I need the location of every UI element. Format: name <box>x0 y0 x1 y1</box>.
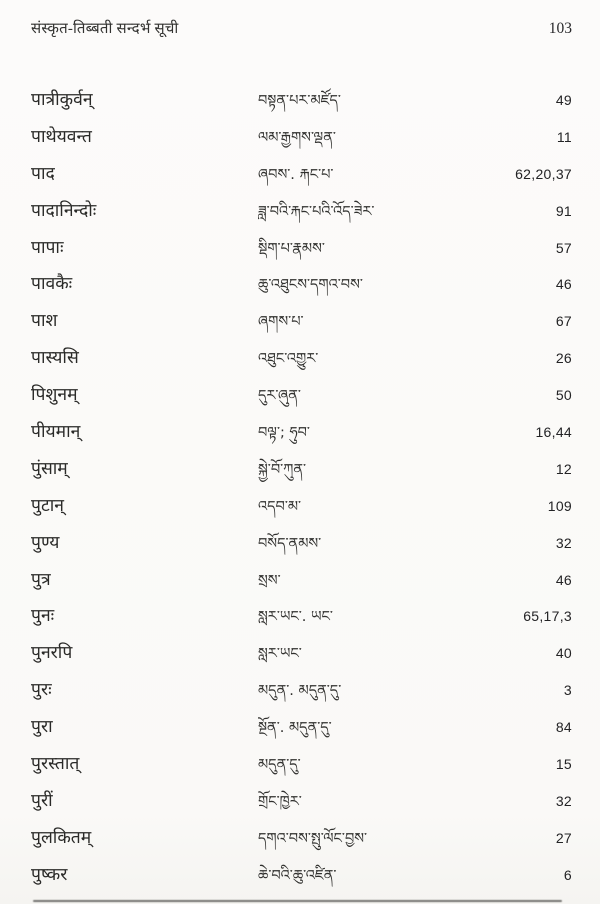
table-row: पुण्य བསོད་ནམས་ 32 <box>31 527 572 564</box>
sanskrit-term: पुटान् <box>31 494 65 515</box>
page-references: 26 <box>555 350 572 367</box>
tibetan-equivalent: ཞབས་. རྐང་པ་ <box>258 166 334 183</box>
page-references: 16,44 <box>535 424 572 441</box>
table-row: पावकैः ཆུ་འཐུངས་དགའ་བས་ 46 <box>31 268 572 305</box>
page-references: 50 <box>555 387 572 404</box>
table-row: पुरस्तात् མདུན་དུ་ 15 <box>31 748 572 785</box>
tibetan-equivalent: ལམ་རྒྱགས་ལྡན་ <box>258 129 336 146</box>
page-references: 3 <box>563 682 572 699</box>
sanskrit-term: पावकैः <box>31 273 73 294</box>
table-row: पुलकितम् དགའ་བས་སྤུ་ལོང་བྱས་ 27 <box>31 822 572 859</box>
sanskrit-term: पुरस्तात् <box>31 753 80 774</box>
tibetan-equivalent: བསྟན་པར་མཛོད་ <box>258 93 341 109</box>
page-references: 15 <box>555 756 572 773</box>
table-row: पुरा སྔོན་. མདུན་དུ་ 84 <box>31 711 572 748</box>
page-references: 67 <box>555 313 572 330</box>
tibetan-equivalent: སྐྱེ་བོ་ཀུན་ <box>258 461 307 478</box>
table-row: पुनरपि སླར་ཡང་ 40 <box>31 637 572 674</box>
table-row: पुरः མདུན་. མདུན་དུ་ 3 <box>31 674 572 711</box>
page-references: 109 <box>547 497 572 514</box>
tibetan-equivalent: འཐུང་འགྱུར་ <box>258 351 319 368</box>
page-references: 32 <box>555 792 572 809</box>
table-row: पुष्कर ཆེ་བའི་ཆུ་འཛིན་ 6 <box>31 859 572 896</box>
page-references: 46 <box>555 276 572 293</box>
tibetan-equivalent: ཆེ་བའི་ཆུ་འཛིན་ <box>258 867 337 884</box>
page-references: 91 <box>555 202 572 219</box>
table-row: पाद ཞབས་. རྐང་པ་ 62,20,37 <box>31 158 572 195</box>
tibetan-equivalent: སྲས་ <box>258 572 281 589</box>
running-title: संस्कृत-तिब्बती सन्दर्भ सूची <box>31 21 179 37</box>
table-row: पाथेयवन्त ལམ་རྒྱགས་ལྡན་ 11 <box>31 121 572 158</box>
table-row: पात्रीकुर्वन् བསྟན་པར་མཛོད་ 49 <box>31 84 572 121</box>
page-references: 62,20,37 <box>515 165 572 182</box>
tibetan-equivalent: བལྟ་; ཧུབ་ <box>258 425 310 442</box>
page-number: 103 <box>548 20 572 37</box>
tibetan-equivalent: སླར་ཡང་. ཡང་ <box>258 609 333 626</box>
sanskrit-term: पापाः <box>31 236 64 257</box>
table-row: पास्यसि འཐུང་འགྱུར་ 26 <box>31 342 572 379</box>
sanskrit-term: पुरः <box>31 679 52 700</box>
tibetan-equivalent: ཞགས་པ་ <box>258 314 304 331</box>
sanskrit-term: पुरा <box>31 716 53 737</box>
page-references: 27 <box>555 829 572 846</box>
table-row: पुनः སླར་ཡང་. ཡང་ 65,17,3 <box>31 600 572 637</box>
tibetan-equivalent: གྲོང་ཁྱེར་ <box>258 793 302 810</box>
tibetan-equivalent: སྔོན་. མདུན་དུ་ <box>258 720 332 737</box>
page-references: 6 <box>563 866 572 883</box>
table-row: पीयमान् བལྟ་; ཧུབ་ 16,44 <box>31 416 572 453</box>
page-references: 84 <box>555 719 572 736</box>
sanskrit-term: पाथेयवन्त <box>31 125 92 146</box>
page-references: 12 <box>555 460 572 477</box>
table-row: पुंसाम् སྐྱེ་བོ་ཀུན་ 12 <box>31 453 572 490</box>
sanskrit-term: पीयमान् <box>31 421 81 442</box>
table-row: पुत्र སྲས་ 46 <box>31 564 572 601</box>
tibetan-equivalent: འདབ་མ་ <box>258 498 302 515</box>
tibetan-equivalent: མདུན་དུ་ <box>258 757 301 774</box>
sanskrit-term: पुनः <box>31 605 55 626</box>
sanskrit-term: पाद <box>31 162 55 183</box>
sanskrit-term: पादानिन्दोः <box>31 199 97 220</box>
page-references: 46 <box>555 571 572 588</box>
sanskrit-term: पाश <box>31 310 58 331</box>
table-row: पिशुनम् དུར་ཞུན་ 50 <box>31 379 572 416</box>
sanskrit-tibetan-index-table: पात्रीकुर्वन् བསྟན་པར་མཛོད་ 49 पाथेयवन्त… <box>31 84 572 896</box>
sanskrit-term: पुलकितम् <box>31 826 92 847</box>
sanskrit-term: पुष्कर <box>31 863 68 884</box>
page-references: 65,17,3 <box>523 608 572 625</box>
tibetan-equivalent: བསོད་ནམས་ <box>258 535 322 552</box>
table-row: पुटान् འདབ་མ་ 109 <box>31 490 572 527</box>
sanskrit-term: पास्यसि <box>31 347 79 368</box>
sanskrit-term: पिशुनम् <box>31 384 78 405</box>
tibetan-equivalent: མདུན་. མདུན་དུ་ <box>258 683 342 700</box>
tibetan-equivalent: ཟླ་བའི་རྐང་པའི་འོད་ཟེར་ <box>258 203 375 220</box>
tibetan-equivalent: ཆུ་འཐུངས་དགའ་བས་ <box>258 277 363 294</box>
page-references: 11 <box>556 128 572 145</box>
sanskrit-term: पुंसाम् <box>31 457 68 478</box>
page-references: 49 <box>555 92 572 108</box>
page-header: संस्कृत-तिब्बती सन्दर्भ सूची 103 <box>31 18 572 38</box>
page-references: 32 <box>555 534 572 551</box>
sanskrit-term: पुण्य <box>31 531 60 552</box>
page-references: 40 <box>555 645 572 662</box>
tibetan-equivalent: དགའ་བས་སྤུ་ལོང་བྱས་ <box>258 830 368 847</box>
sanskrit-term: पात्रीकुर्वन् <box>31 89 93 109</box>
sanskrit-term: पुनरपि <box>31 642 73 663</box>
tibetan-equivalent: སྡིག་པ་རྣམས་ <box>258 240 325 257</box>
tibetan-equivalent: སླར་ཡང་ <box>258 646 302 663</box>
table-row: पापाः སྡིག་པ་རྣམས་ 57 <box>31 232 572 269</box>
table-row: पुरीं གྲོང་ཁྱེར་ 32 <box>31 785 572 822</box>
scan-bottom-edge <box>33 900 562 902</box>
table-row: पादानिन्दोः ཟླ་བའི་རྐང་པའི་འོད་ཟེར་ 91 <box>31 195 572 232</box>
page-references: 57 <box>555 239 572 256</box>
sanskrit-term: पुत्र <box>31 568 51 589</box>
table-row: पाश ཞགས་པ་ 67 <box>31 305 572 342</box>
tibetan-equivalent: དུར་ཞུན་ <box>258 388 301 405</box>
sanskrit-term: पुरीं <box>31 789 53 810</box>
